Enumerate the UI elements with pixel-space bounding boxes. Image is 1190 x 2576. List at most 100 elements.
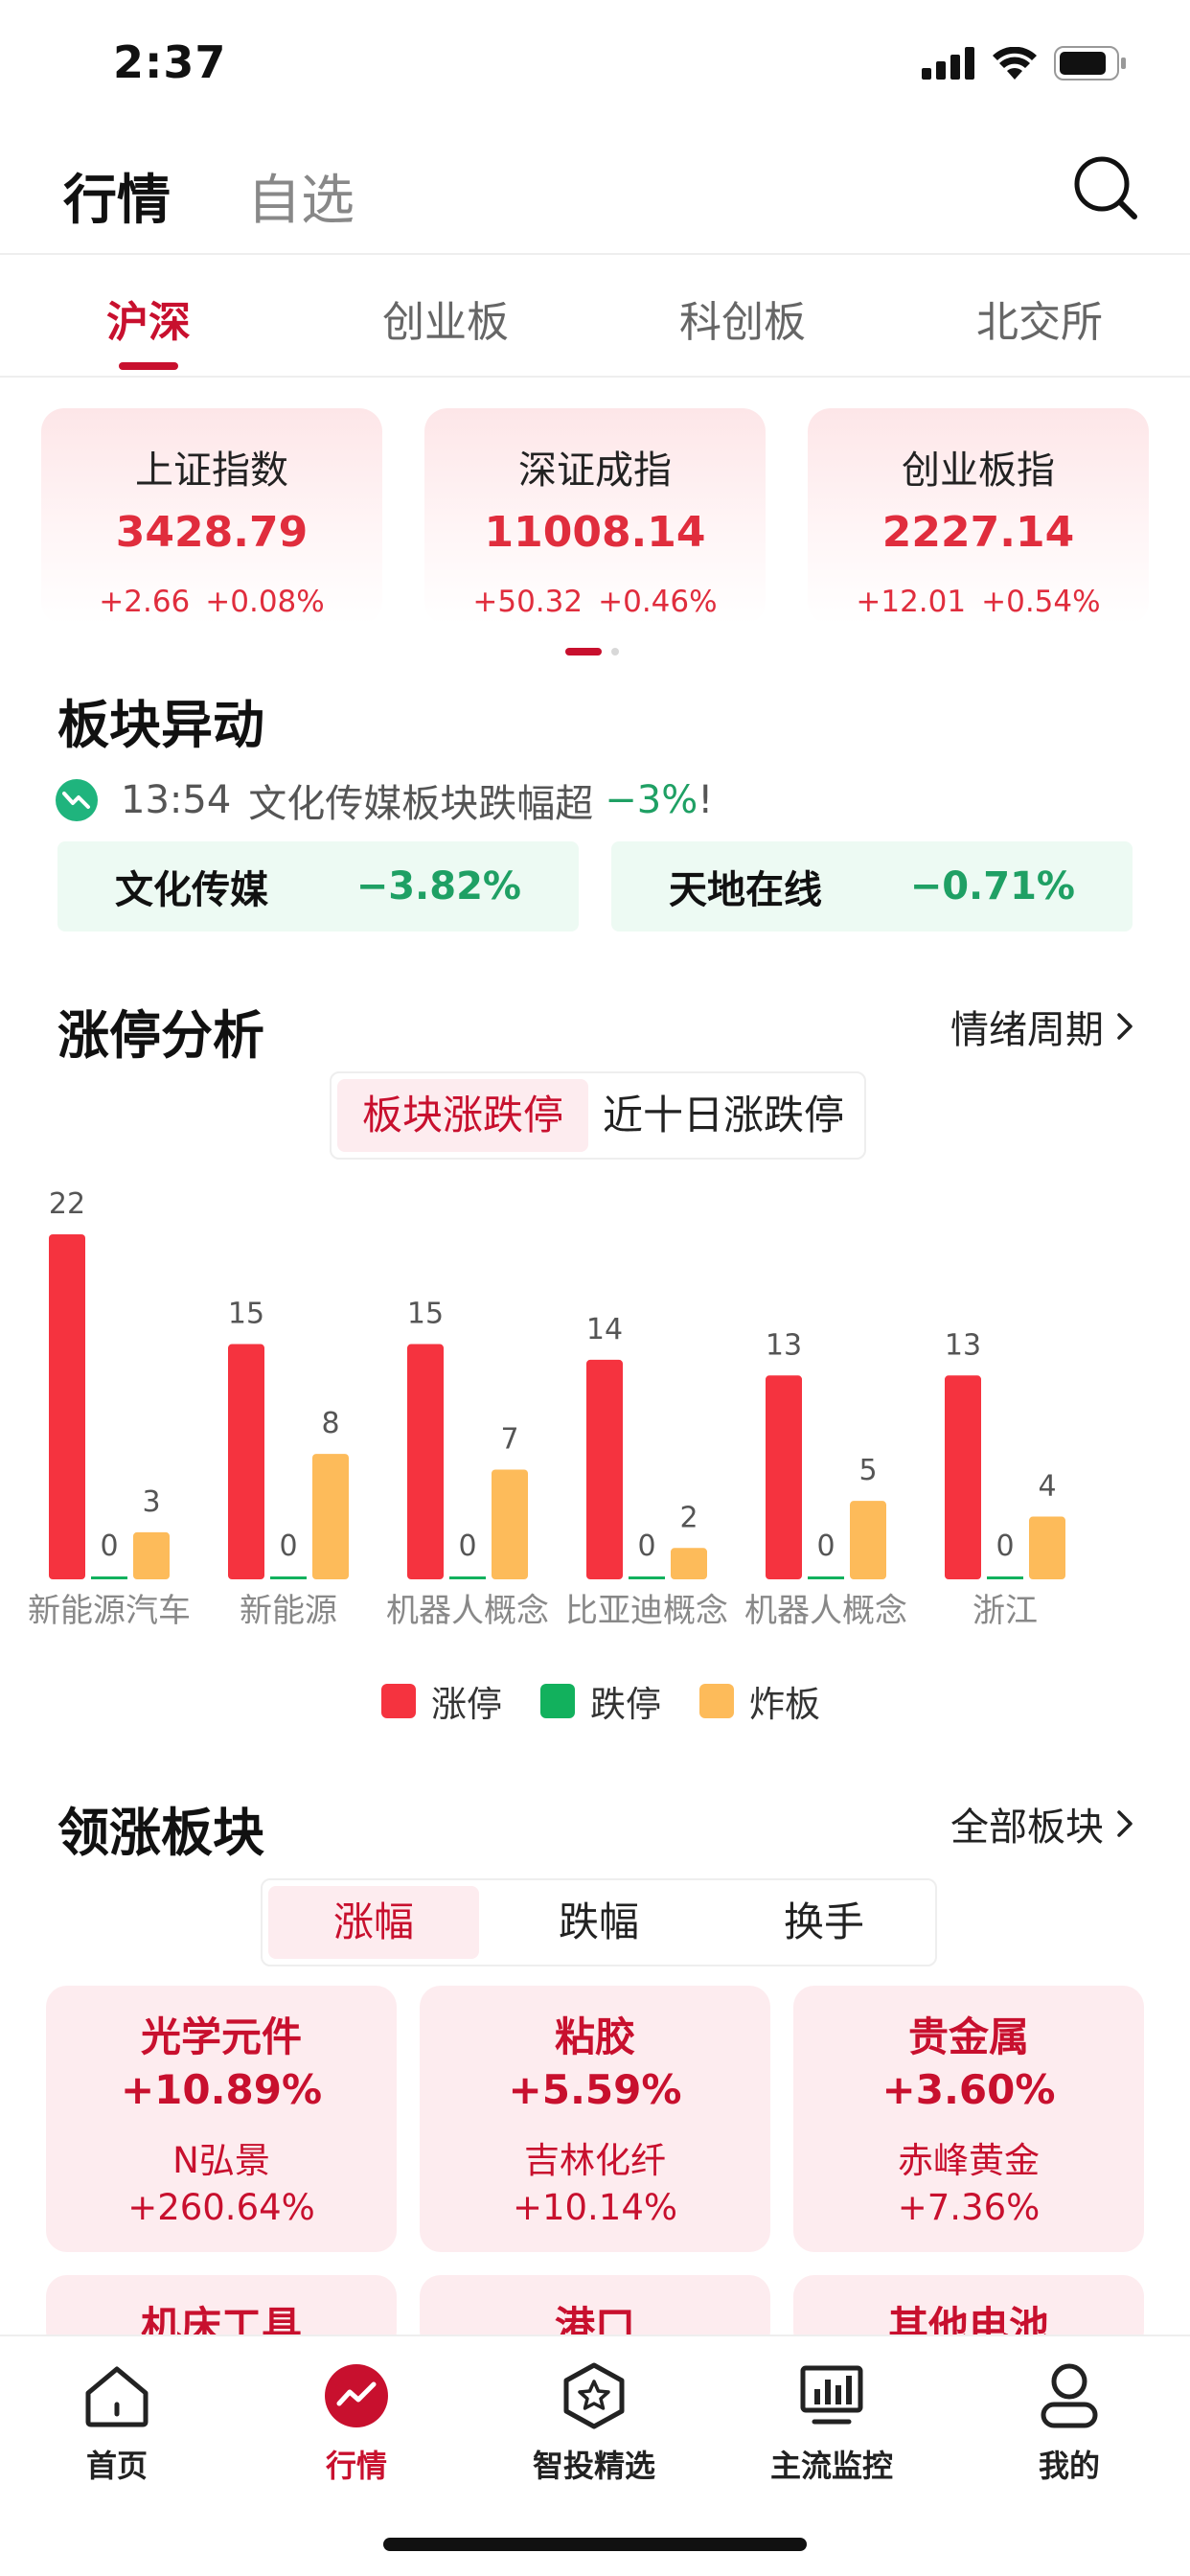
index-change: +12.01 [856,585,967,619]
all-sectors-label: 全部板块 [950,1806,1104,1850]
legend-label: 跌停 [590,1684,661,1725]
category-label: 比亚迪概念 [565,1592,728,1630]
nav-label: 我的 [1038,2448,1100,2484]
bar-limit-down [270,1576,307,1579]
chart-legend: 涨停 跌停 炸板 [381,1675,820,1727]
lead-stock-pct: +10.14% [512,2187,678,2228]
tab-shanghai-shenzhen[interactable]: 沪深 [106,298,191,347]
toggle-loss[interactable]: 跌幅 [558,1898,639,1945]
bar-limit-up [228,1344,264,1579]
bar-value-label: 5 [858,1454,877,1487]
tab-star-market[interactable]: 科创板 [679,298,806,347]
bar-broken-limit [671,1548,707,1579]
limit-bar-chart: 2203新能源汽车1508新能源1507机器人概念1402比亚迪概念1305机器… [28,1187,1065,1630]
bar-value-label: 7 [500,1422,518,1456]
index-pct: +0.54% [981,585,1101,619]
sector-alert[interactable]: 13:54 文化传媒板块跌幅超 −3% ! [56,772,713,828]
leading-sectors-title: 领涨板块 [57,1803,264,1863]
bar-value-label: 3 [142,1485,160,1519]
leading-card[interactable]: 贵金属 +3.60% 赤峰黄金 +7.36% [793,1986,1144,2252]
lead-sector-name: 光学元件 [140,2013,302,2060]
legend-swatch [540,1684,575,1718]
leading-toggle: 涨幅 跌幅 换手 [261,1878,937,1966]
all-sectors-link[interactable]: 全部板块 [950,1796,1134,1852]
bar-broken-limit [850,1501,886,1579]
category-label: 浙江 [973,1592,1038,1630]
toggle-sector-limit[interactable]: 板块涨跌停 [337,1079,588,1152]
lead-sector-pct: +5.59% [508,2066,682,2113]
toggle-gain[interactable]: 涨幅 [268,1886,479,1959]
bar-broken-limit [312,1454,349,1579]
leading-card[interactable]: 光学元件 +10.89% N弘景 +260.64% [46,1986,397,2252]
status-icons [922,46,1127,80]
index-value: 2227.14 [881,508,1075,557]
chevron-right-icon [1117,1810,1133,1837]
index-change-row: +2.66 +0.08% [41,585,382,619]
bar-value-label: 2 [679,1501,698,1534]
bar-limit-up [586,1359,623,1579]
bar-limit-up [766,1375,802,1579]
sector-chip-tiandi-online[interactable]: 天地在线 −0.71% [611,841,1133,932]
index-value: 3428.79 [115,508,309,557]
sector-pct: −0.71% [909,864,1075,908]
home-icon [82,2361,151,2430]
bar-broken-limit [133,1531,170,1579]
tab-market[interactable]: 行情 [63,170,171,232]
monitor-chart-icon [797,2361,866,2430]
category-label: 机器人概念 [744,1592,907,1630]
lead-sector-name: 粘胶 [554,2013,635,2060]
toggle-turnover[interactable]: 换手 [783,1898,864,1945]
sector-name: 文化传媒 [115,868,268,912]
nav-profile[interactable]: 我的 [964,2361,1175,2486]
lead-stock-name: N弘景 [172,2140,270,2181]
user-icon [1035,2361,1104,2430]
tab-watchlist[interactable]: 自选 [247,170,355,232]
bar-limit-up [49,1234,85,1579]
home-indicator [383,2538,807,2551]
index-pct: +0.46% [598,585,718,619]
legend-swatch [699,1684,734,1718]
legend-item-broken-limit: 炸板 [699,1675,820,1727]
index-name: 深证成指 [518,448,672,493]
nav-smart-picks[interactable]: 智投精选 [489,2361,699,2486]
legend-item-limit-up: 涨停 [381,1675,502,1727]
index-card-chinext[interactable]: 创业板指 2227.14 +12.01 +0.54% [808,408,1149,625]
bar-value-label: 15 [407,1298,444,1331]
bar-limit-down [987,1576,1023,1579]
bar-value-label: 4 [1038,1470,1056,1504]
carousel-dot-active [565,648,602,656]
leading-card[interactable]: 粘胶 +5.59% 吉林化纤 +10.14% [420,1986,770,2252]
nav-main-monitor[interactable]: 主流监控 [726,2361,937,2486]
index-card-shenzhen[interactable]: 深证成指 11008.14 +50.32 +0.46% [424,408,766,625]
index-change-row: +12.01 +0.54% [808,585,1149,619]
bar-value-label: 8 [321,1407,339,1440]
alert-time: 13:54 [121,778,232,822]
bar-value-label: 0 [816,1530,835,1563]
tab-chinext[interactable]: 创业板 [382,298,509,347]
legend-item-limit-down: 跌停 [540,1675,661,1727]
bar-broken-limit [492,1469,528,1579]
tab-beijing-exchange[interactable]: 北交所 [976,298,1103,347]
limit-toggle: 板块涨跌停 近十日涨跌停 [330,1071,866,1160]
toggle-ten-day-limit[interactable]: 近十日涨跌停 [602,1092,844,1138]
lead-stock-pct: +7.36% [897,2187,1041,2228]
search-button[interactable] [1071,153,1140,222]
index-card-shanghai[interactable]: 上证指数 3428.79 +2.66 +0.08% [41,408,382,625]
emotion-cycle-link[interactable]: 情绪周期 [950,999,1134,1054]
legend-swatch [381,1684,416,1718]
category-label: 机器人概念 [386,1592,549,1630]
nav-home[interactable]: 首页 [11,2361,222,2486]
bar-limit-down [91,1576,127,1579]
category-label: 新能源汽车 [28,1592,191,1630]
alert-suffix: ! [698,778,714,822]
bar-value-label: 0 [100,1530,118,1563]
bar-value-label: 0 [995,1530,1014,1563]
trend-down-icon [56,779,98,821]
nav-market[interactable]: 行情 [251,2361,462,2486]
lead-sector-pct: +10.89% [120,2066,323,2113]
bar-value-label: 0 [458,1530,476,1563]
battery-icon [1054,46,1126,80]
sector-chip-culture-media[interactable]: 文化传媒 −3.82% [57,841,579,932]
signal-icon [922,47,974,80]
bar-value-label: 0 [279,1530,297,1563]
